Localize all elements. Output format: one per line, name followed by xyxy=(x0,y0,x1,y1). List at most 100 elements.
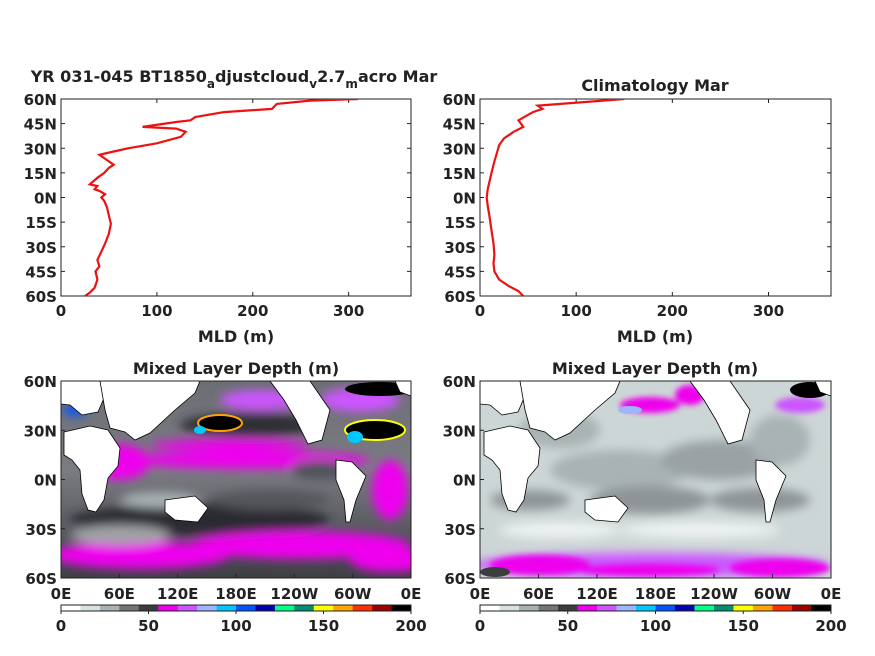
map-left-title: Mixed Layer Depth (m) xyxy=(133,359,339,378)
colorbar-right-tick-label: 50 xyxy=(557,617,578,635)
map-left-lon-tick-label: 60W xyxy=(334,585,372,603)
colorbar-right-swatch xyxy=(577,605,598,611)
profile-left-ytick-label: 30N xyxy=(24,140,57,158)
colorbar-left-tick-label: 50 xyxy=(138,617,159,635)
profile-left-xlabel: MLD (m) xyxy=(198,327,274,346)
colorbar-right-swatch xyxy=(636,605,656,611)
map-right-lon-tick-label: 120W xyxy=(690,585,738,603)
colorbar-right-tick-label: 200 xyxy=(815,617,846,635)
profile-left-xtick-label: 0 xyxy=(56,302,66,320)
profile-left-title: YR 031-045 BT1850adjustcloudv2.7macro Ma… xyxy=(30,67,438,91)
map-left-lat-tick-label: 0N xyxy=(34,472,57,490)
colorbar-right-swatch xyxy=(597,605,617,611)
colorbar-left-swatch xyxy=(138,605,159,611)
profile-left-ytick-label: 15N xyxy=(24,165,57,183)
colorbar-right-swatch xyxy=(772,605,793,611)
map-left-lon-tick-label: 120E xyxy=(157,585,199,603)
profile-left-ytick-label: 15S xyxy=(25,214,57,232)
map-left: Mixed Layer Depth (m) xyxy=(24,359,422,603)
colorbar-right-swatch xyxy=(616,605,637,611)
colorbar-left-swatch xyxy=(236,605,256,611)
profile-right-ytick-label: 0N xyxy=(453,190,476,208)
map-left-field xyxy=(61,381,411,578)
profile-right-ytick-label: 60S xyxy=(444,288,476,306)
colorbar-right-swatch xyxy=(714,605,734,611)
profile-left-ytick-label: 45N xyxy=(24,116,57,134)
map-right-lon-tick-label: 0E xyxy=(470,585,491,603)
profile-right: Climatology Mar 60N45N30N15N0N15S30S45S6… xyxy=(443,76,832,346)
map-right-lon-tick-label: 0E xyxy=(821,585,842,603)
map-left-lon-tick-label: 60E xyxy=(104,585,135,603)
profile-left-series-line xyxy=(84,99,359,296)
colorbar-right-swatch xyxy=(538,605,559,611)
map-left-lon-tick-label: 0E xyxy=(401,585,422,603)
colorbar-left-swatch xyxy=(119,605,140,611)
map-left-lat-tick-label: 60S xyxy=(25,570,57,588)
profile-right-ytick-label: 60N xyxy=(443,91,476,109)
profile-left-ytick-label: 45S xyxy=(25,263,57,281)
colorbar-right-swatch xyxy=(655,605,676,611)
profile-right-ytick-label: 45S xyxy=(444,263,476,281)
colorbar-left-swatch xyxy=(333,605,353,611)
map-left-lat-tick-label: 60N xyxy=(24,373,57,391)
colorbar-right-swatch xyxy=(558,605,578,611)
profile-left: YR 031-045 BT1850adjustcloudv2.7macro Ma… xyxy=(24,67,438,346)
map-left-lon-tick-label: 180E xyxy=(215,585,257,603)
colorbar-left-swatch xyxy=(294,605,315,611)
profile-left-ytick-label: 60S xyxy=(25,288,57,306)
colorbar-right-swatch xyxy=(733,605,754,611)
colorbar-right: 0 50 100 150 200 xyxy=(475,604,847,635)
colorbar-right-swatch xyxy=(753,605,773,611)
colorbar-left-swatch xyxy=(61,605,81,611)
profile-left-xtick-label: 100 xyxy=(141,302,172,320)
map-left-lat-tick-label: 30N xyxy=(24,422,57,440)
profile-right-ytick-label: 15S xyxy=(444,214,476,232)
colorbar-left-swatch xyxy=(80,605,101,611)
colorbar-right-swatch xyxy=(811,605,832,611)
colorbar-left-swatch xyxy=(177,605,198,611)
profile-left-ytick-label: 60N xyxy=(24,91,57,109)
map-left-lat-tick-label: 30S xyxy=(25,521,57,539)
profile-right-xtick-label: 0 xyxy=(475,302,485,320)
colorbar-left-swatch xyxy=(391,605,412,611)
colorbar-left-swatch xyxy=(313,605,334,611)
profile-left-ytick-label: 30S xyxy=(25,239,57,257)
profile-left-xtick-label: 300 xyxy=(333,302,364,320)
colorbar-left-swatch xyxy=(197,605,217,611)
profile-left-ytick-label: 0N xyxy=(34,190,57,208)
colorbar-right-tick-label: 0 xyxy=(475,617,485,635)
map-left-lon-tick-label: 0E xyxy=(51,585,72,603)
colorbar-left-tick-label: 150 xyxy=(308,617,339,635)
colorbar-right-tick-label: 150 xyxy=(728,617,759,635)
map-right-lon-tick-label: 60W xyxy=(754,585,792,603)
map-right-lat-tick-label: 30S xyxy=(444,521,476,539)
map-right-lat-tick-label: 30N xyxy=(443,422,476,440)
profile-right-xtick-label: 200 xyxy=(657,302,688,320)
map-right-lat-tick-label: 0N xyxy=(453,472,476,490)
colorbar-left-swatch xyxy=(158,605,178,611)
colorbar-right-swatch xyxy=(519,605,539,611)
profile-left-xtick-label: 200 xyxy=(237,302,268,320)
map-right-field xyxy=(480,381,831,578)
colorbar-right-swatch xyxy=(792,605,812,611)
profile-right-xtick-label: 300 xyxy=(753,302,784,320)
profile-right-xlabel: MLD (m) xyxy=(617,327,693,346)
map-right-lat-tick-label: 60S xyxy=(444,570,476,588)
colorbar-left-swatch xyxy=(255,605,276,611)
colorbar-left-swatch xyxy=(99,605,120,611)
colorbar-left-swatch xyxy=(274,605,295,611)
colorbar-left-tick-label: 0 xyxy=(56,617,66,635)
profile-right-ytick-label: 45N xyxy=(443,116,476,134)
colorbar-right-tick-label: 100 xyxy=(640,617,671,635)
map-right-lat-tick-label: 60N xyxy=(443,373,476,391)
colorbar-right-swatch xyxy=(694,605,715,611)
profile-right-ytick-label: 15N xyxy=(443,165,476,183)
map-left-lon-tick-label: 120W xyxy=(270,585,318,603)
map-right-lon-tick-label: 120E xyxy=(576,585,618,603)
colorbar-right-swatch xyxy=(499,605,520,611)
